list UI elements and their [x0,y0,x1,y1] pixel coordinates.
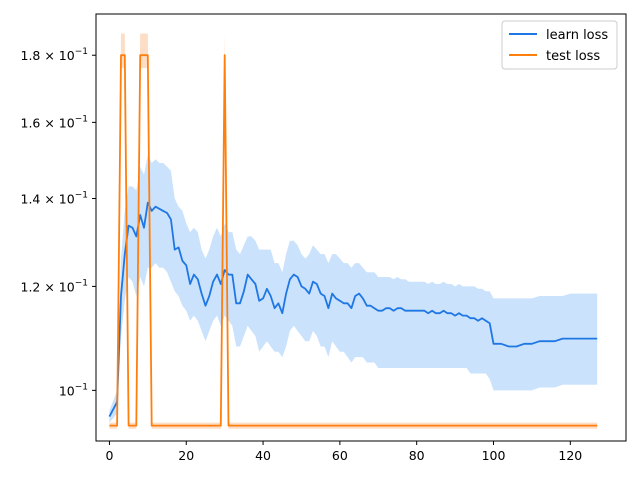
y-tick-label: 1.4 × 10−1 [21,191,89,207]
plot-frame [95,13,627,442]
y-tick-label: 1.6 × 10−1 [21,114,89,130]
y-axis: 10−1 1.2 × 10−1 1.4 × 10−1 1.6 × 10−1 1.8 × … [21,47,96,398]
y-tick-label: 10−1 [59,382,88,398]
band-learn-loss [109,155,598,423]
y-tick-label: 1.8 × 10−1 [21,47,89,63]
x-tick-label: 40 [255,448,271,463]
series-line-test-loss [109,54,598,427]
x-tick-label: 60 [332,448,348,463]
legend: learn loss test loss [501,20,618,70]
confidence-bands [109,33,598,429]
x-tick-label: 100 [482,448,506,463]
legend-label-test-loss: test loss [546,49,600,64]
x-tick-label: 80 [409,448,425,463]
x-tick-label: 0 [105,448,113,463]
legend-label-learn-loss: learn loss [546,28,608,43]
x-tick-label: 120 [558,448,582,463]
series-line-learn-loss [108,201,598,418]
series-lines [108,54,598,427]
x-tick-label: 20 [178,448,194,463]
x-axis: 0 20 40 60 80 100 120 [105,441,582,463]
y-tick-label: 1.2 × 10−1 [21,278,89,294]
